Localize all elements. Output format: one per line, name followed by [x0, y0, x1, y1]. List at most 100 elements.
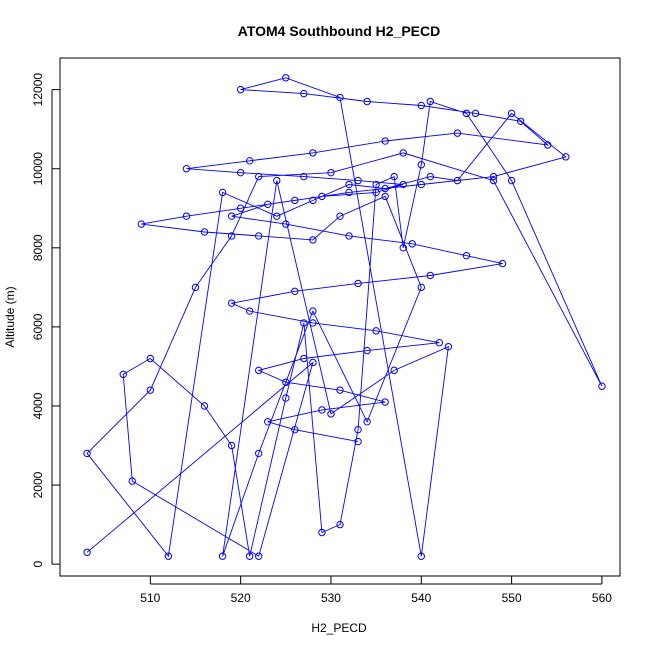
data-point	[327, 410, 335, 418]
data-point	[273, 212, 281, 220]
data-point	[471, 109, 480, 118]
data-point	[345, 188, 353, 197]
data-point	[399, 244, 407, 252]
data-point	[309, 319, 317, 327]
data-point	[426, 271, 435, 280]
data-point	[83, 548, 91, 556]
data-point	[354, 437, 362, 446]
data-point	[336, 520, 344, 529]
y-tick-label: 2000	[31, 471, 45, 498]
data-point	[318, 528, 326, 537]
data-point	[372, 180, 380, 189]
data-point	[507, 109, 516, 118]
y-tick-label: 0	[31, 560, 45, 567]
data-point	[544, 141, 552, 149]
y-tick-label: 10000	[31, 152, 45, 186]
x-tick-label: 560	[592, 591, 612, 605]
data-point	[381, 398, 389, 406]
data-point	[182, 212, 191, 220]
data-point	[408, 240, 416, 248]
data-point	[381, 184, 389, 193]
data-point	[562, 153, 570, 161]
y-axis-label: Altitude (m)	[3, 286, 17, 347]
data-point	[372, 327, 380, 335]
data-point	[300, 319, 308, 327]
data-point	[327, 168, 335, 177]
data-point	[444, 342, 453, 351]
data-point	[300, 172, 308, 181]
x-tick-label: 550	[502, 591, 522, 605]
data-point	[381, 137, 389, 145]
data-point	[372, 188, 380, 197]
data-point	[417, 283, 425, 292]
y-tick-label: 8000	[31, 234, 45, 261]
x-tick-label: 530	[321, 591, 341, 605]
data-point	[354, 425, 362, 434]
data-point	[137, 220, 145, 228]
data-point	[453, 129, 462, 137]
data-point	[182, 165, 191, 173]
data-point	[363, 97, 371, 106]
data-point	[417, 101, 425, 110]
x-tick-label: 520	[231, 591, 251, 605]
data-point	[227, 212, 236, 220]
x-axis: 510 520 530 540 550 560	[140, 576, 612, 605]
data-point	[300, 354, 308, 363]
data-point	[264, 418, 272, 426]
data-point	[200, 402, 209, 410]
y-tick-label: 12000	[31, 73, 45, 107]
data-point	[83, 449, 91, 458]
data-point	[236, 204, 245, 212]
data-point	[363, 346, 371, 355]
data-point	[354, 279, 362, 288]
chart-title: ATOM4 Southbound H2_PECD	[238, 23, 440, 39]
data-point	[453, 176, 462, 185]
data-point	[255, 552, 263, 560]
data-point	[417, 161, 425, 169]
data-point	[516, 117, 525, 125]
data-point	[489, 172, 498, 181]
y-tick-label: 4000	[31, 392, 45, 419]
data-point	[309, 358, 317, 367]
data-point	[309, 307, 317, 315]
data-point	[119, 370, 127, 379]
data-point	[318, 192, 326, 201]
data-point	[282, 220, 290, 228]
data-point	[345, 180, 353, 189]
data-point	[363, 418, 371, 426]
data-point	[218, 552, 227, 560]
data-point	[390, 366, 398, 375]
data-point	[245, 307, 254, 315]
data-point	[128, 477, 136, 485]
data-point	[200, 228, 209, 236]
data-point	[336, 93, 344, 102]
data-point	[417, 552, 425, 560]
data-point	[191, 283, 200, 292]
data-point	[417, 180, 425, 189]
data-point	[291, 196, 299, 205]
data-point	[462, 109, 471, 118]
x-tick-label: 510	[140, 591, 160, 605]
plot-content	[83, 74, 606, 560]
data-point	[399, 180, 407, 189]
x-tick-label: 540	[411, 591, 431, 605]
data-point	[273, 176, 281, 185]
data-point	[354, 176, 362, 185]
data-point	[462, 252, 471, 260]
data-point	[236, 168, 245, 177]
data-point	[309, 196, 317, 205]
data-point	[146, 354, 155, 363]
data-point	[318, 406, 326, 414]
data-point	[245, 552, 254, 560]
data-point	[489, 176, 498, 185]
data-point	[255, 366, 263, 375]
plot-frame	[59, 57, 621, 577]
data-point	[426, 172, 435, 181]
data-point	[264, 200, 272, 209]
data-point	[227, 441, 236, 450]
data-point	[598, 382, 606, 390]
data-point	[309, 236, 317, 244]
data-point	[255, 172, 263, 181]
data-point	[498, 259, 507, 268]
